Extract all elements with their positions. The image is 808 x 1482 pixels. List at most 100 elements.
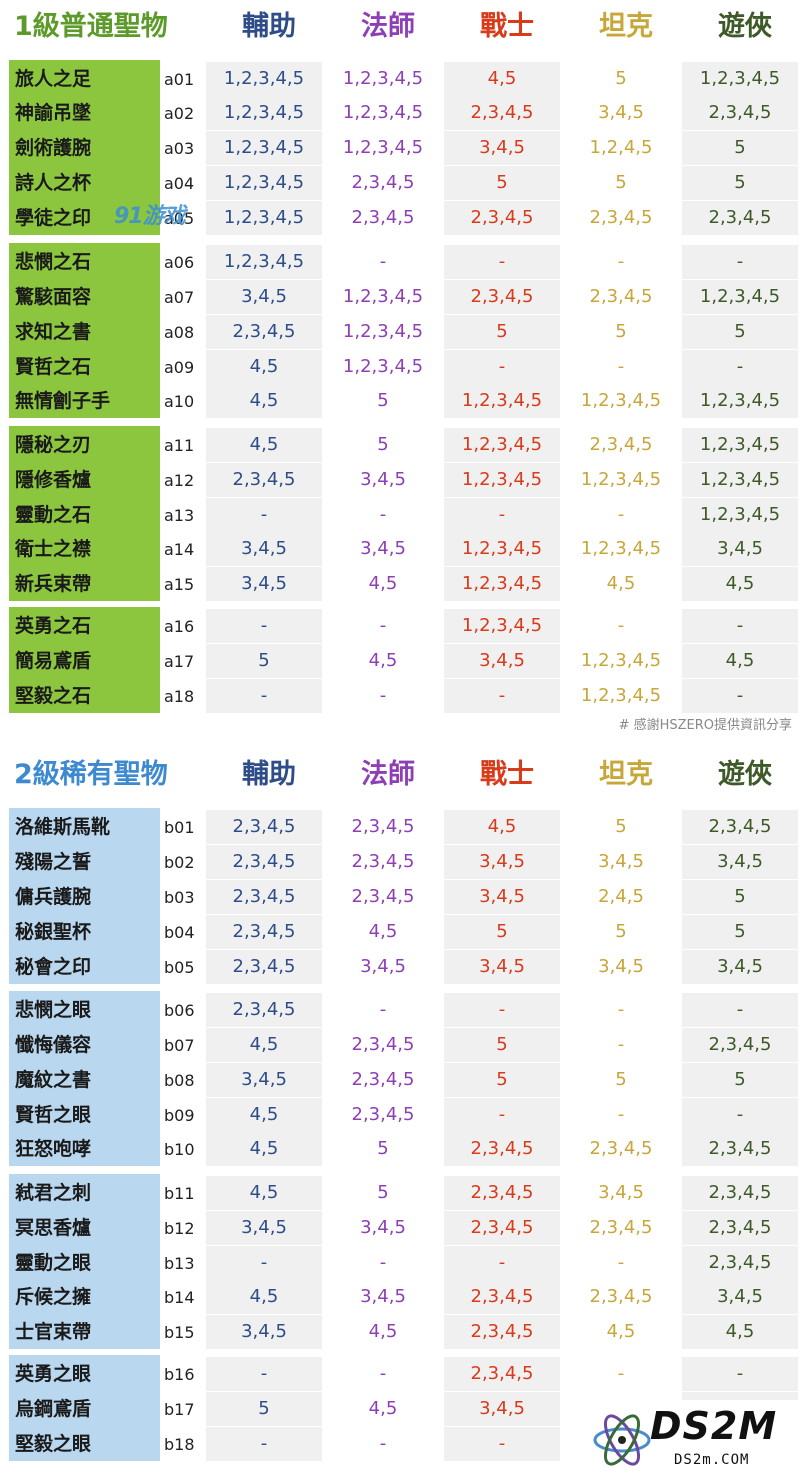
- value-cell: 2,3,4,5: [444, 280, 560, 314]
- column-header: 法師: [361, 11, 415, 42]
- value-cell: -: [444, 1427, 560, 1461]
- value-cell: 3,4,5: [598, 851, 644, 872]
- value-cell: -: [379, 615, 387, 636]
- value-cell: 3,4,5: [206, 567, 322, 601]
- table-row: 悲憫之石 a06 1,2,3,4,5 - - - -: [0, 245, 808, 279]
- value-cell: -: [444, 498, 560, 532]
- relic-name: 隱修香爐: [15, 469, 92, 491]
- relic-name: 英勇之石: [15, 615, 92, 637]
- value-cell: 1,2,3,4,5: [342, 356, 424, 377]
- watermark-91-logo: 91游戏: [114, 204, 186, 229]
- value-cell: -: [682, 1098, 798, 1132]
- value-cell: 5: [682, 880, 798, 914]
- section-title: 1級普通聖物: [14, 11, 168, 42]
- relic-name: 劍術護腕: [15, 137, 92, 159]
- table-row: 求知之書 a08 2,3,4,5 1,2,3,4,5 5 5 5: [0, 315, 808, 349]
- relic-name: 冥思香爐: [15, 1217, 92, 1239]
- value-cell: 4,5: [682, 567, 798, 601]
- value-cell: 2,3,4,5: [206, 880, 322, 914]
- value-cell: -: [617, 1252, 625, 1273]
- value-cell: 2,3,4,5: [351, 886, 415, 907]
- value-cell: -: [682, 679, 798, 713]
- name-group-bg: [9, 60, 160, 235]
- relic-code: a15: [160, 567, 206, 601]
- value-cell: 3,4,5: [444, 1392, 560, 1426]
- value-cell: 1,2,3,4,5: [206, 166, 322, 200]
- value-cell: -: [379, 1252, 387, 1273]
- logo-wordmark: DS2M: [650, 1404, 778, 1448]
- value-cell: 2,3,4,5: [206, 845, 322, 879]
- value-cell: 2,3,4,5: [351, 1069, 415, 1090]
- relic-code: a18: [160, 679, 206, 713]
- value-cell: -: [682, 350, 798, 384]
- value-cell: 1,2,3,4,5: [206, 96, 322, 130]
- value-cell: 5: [682, 915, 798, 949]
- value-cell: 1,2,3,4,5: [580, 685, 662, 706]
- value-cell: 4,5: [206, 1028, 322, 1062]
- table-row: 衛士之襟 a14 3,4,5 3,4,5 1,2,3,4,5 1,2,3,4,5 3,4,5: [0, 532, 808, 566]
- name-group-bg: [9, 1174, 160, 1349]
- value-cell: -: [444, 679, 560, 713]
- value-cell: 3,4,5: [444, 880, 560, 914]
- value-cell: 1,2,3,4,5: [580, 469, 662, 490]
- value-cell: 3,4,5: [206, 1211, 322, 1245]
- relic-name: 烏鋼鳶盾: [15, 1398, 92, 1420]
- relic-name: 洛維斯馬靴: [15, 816, 111, 838]
- relic-name: 詩人之杯: [15, 172, 92, 194]
- value-cell: 3,4,5: [360, 469, 406, 490]
- table-row: 靈動之石 a13- - - -1,2,3,4,5: [0, 498, 808, 532]
- value-cell: 2,3,4,5: [351, 851, 415, 872]
- relic-name: 弒君之刺: [15, 1182, 92, 1204]
- relic-code: b05: [160, 950, 206, 984]
- value-cell: 3,4,5: [598, 1182, 644, 1203]
- column-header: 坦克: [599, 11, 653, 42]
- value-cell: -: [379, 1433, 387, 1454]
- value-cell: -: [206, 1427, 322, 1461]
- value-cell: 2,3,4,5: [444, 1315, 560, 1349]
- value-cell: 5: [615, 1069, 627, 1090]
- value-cell: -: [682, 245, 798, 279]
- relic-name: 懺悔儀容: [15, 1034, 92, 1056]
- value-cell: -: [682, 1357, 798, 1391]
- value-cell: 1,2,3,4,5: [444, 384, 560, 418]
- value-cell: -: [617, 615, 625, 636]
- value-cell: 2,3,4,5: [351, 207, 415, 228]
- relic-code: b14: [160, 1280, 206, 1314]
- relic-name: 悲憫之眼: [15, 999, 92, 1021]
- column-header: 輔助: [242, 759, 296, 790]
- value-cell: 1,2,3,4,5: [682, 62, 798, 96]
- relic-name: 賢哲之石: [15, 356, 92, 378]
- relic-code: b08: [160, 1063, 206, 1097]
- value-cell: 3,4,5: [598, 102, 644, 123]
- section-rare-relics: 2級稀有聖物 輔助 法師 戰士 坦克 遊俠 洛維斯馬靴 b01 2,3,4,5 2,3,4,5…: [0, 748, 808, 1482]
- value-cell: 4,5: [606, 1321, 636, 1342]
- value-cell: 4,5: [682, 644, 798, 678]
- value-cell: 1,2,3,4,5: [206, 62, 322, 96]
- value-cell: 1,2,3,4,5: [444, 428, 560, 462]
- value-cell: 4,5: [444, 62, 560, 96]
- value-cell: 2,3,4,5: [206, 915, 322, 949]
- value-cell: 2,3,4,5: [351, 1034, 415, 1055]
- relic-name: 驚駭面容: [15, 286, 92, 308]
- table-row: 殘陽之誓 b02 2,3,4,5 2,3,4,5 3,4,5 3,4,5 3,4,5: [0, 845, 808, 879]
- value-cell: -: [444, 1098, 560, 1132]
- credit-note: # 感謝HSZERO提供資訊分享: [618, 718, 792, 733]
- value-cell: -: [379, 504, 387, 525]
- value-cell: 5: [615, 816, 627, 837]
- value-cell: 1,2,3,4,5: [342, 286, 424, 307]
- value-cell: 2,3,4,5: [444, 1280, 560, 1314]
- value-cell: 3,4,5: [360, 1217, 406, 1238]
- name-group-bg: [9, 808, 160, 984]
- table-row: 英勇之石 a16- -1,2,3,4,5- -: [0, 609, 808, 643]
- relic-code: a17: [160, 644, 206, 678]
- value-cell: 5: [615, 172, 627, 193]
- table-row: 賢哲之石 a09 4,5 1,2,3,4,5- - -: [0, 350, 808, 384]
- relic-code: b07: [160, 1028, 206, 1062]
- relic-code: b17: [160, 1392, 206, 1426]
- value-cell: 5: [444, 1063, 560, 1097]
- value-cell: 4,5: [206, 1176, 322, 1210]
- relic-code: a07: [160, 280, 206, 314]
- value-cell: -: [206, 498, 322, 532]
- value-cell: 1,2,4,5: [589, 137, 653, 158]
- value-cell: 2,3,4,5: [206, 810, 322, 844]
